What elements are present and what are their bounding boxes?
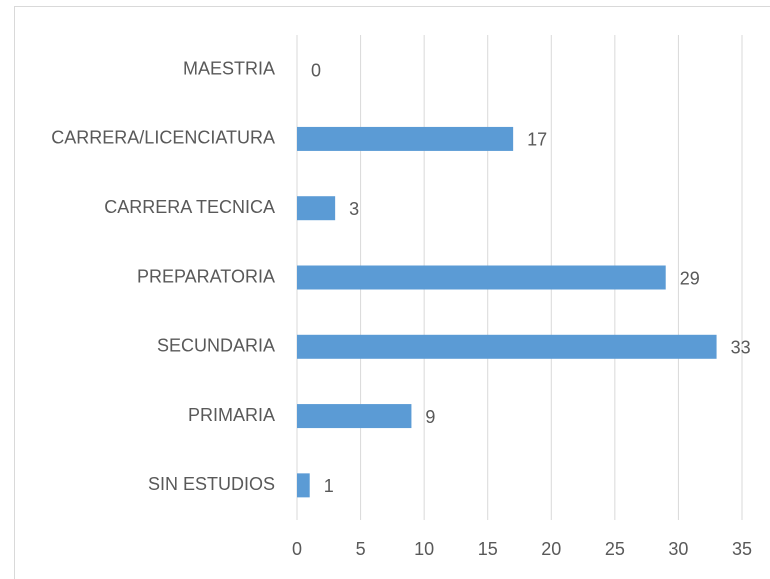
y-tick-label: SECUNDARIA [157,336,275,356]
bar [297,473,310,498]
x-tick-label: 0 [292,539,302,559]
x-tick-label: 30 [668,539,688,559]
x-tick-label: 20 [541,539,561,559]
data-label: 29 [680,268,700,288]
y-tick-label: PREPARATORIA [137,266,275,286]
x-tick-label: 10 [414,539,434,559]
x-tick-label: 35 [732,539,752,559]
bar [297,334,717,359]
y-tick-label: SIN ESTUDIOS [148,474,275,494]
data-label: 9 [425,407,435,427]
bar [297,265,666,290]
x-tick-label: 15 [478,539,498,559]
bar [297,196,336,221]
bar [297,126,514,151]
x-tick-label: 5 [356,539,366,559]
y-tick-label: PRIMARIA [188,405,275,425]
x-tick-label: 25 [605,539,625,559]
chart-border [14,6,770,579]
y-tick-label: CARRERA/LICENCIATURA [51,128,275,148]
data-label: 3 [349,199,359,219]
data-label: 33 [731,338,751,358]
data-label: 17 [527,130,547,150]
y-tick-label: CARRERA TECNICA [104,197,275,217]
data-label: 0 [311,60,321,80]
data-label: 1 [324,476,334,496]
y-tick-label: MAESTRIA [183,58,275,78]
bar [297,404,412,429]
